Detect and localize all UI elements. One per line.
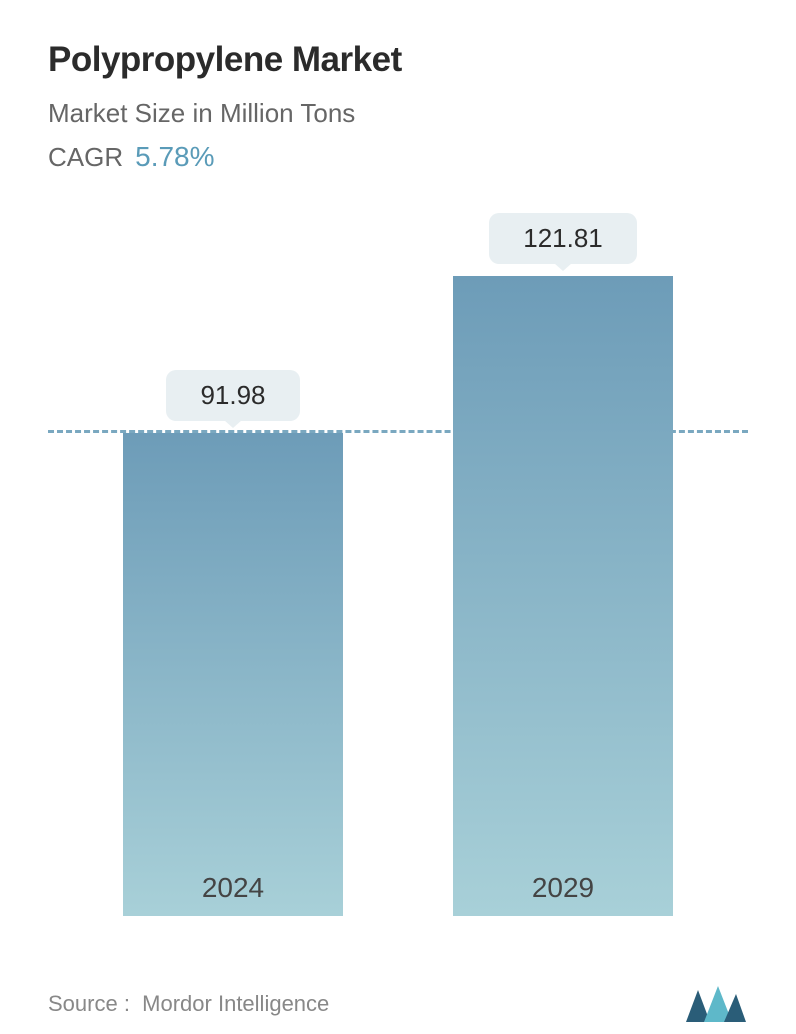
- chart-title: Polypropylene Market: [48, 40, 748, 80]
- source-text: Source : Mordor Intelligence: [48, 991, 329, 1017]
- cagr-label: CAGR: [48, 142, 123, 173]
- year-label-0: 2024: [202, 872, 264, 904]
- year-label-1: 2029: [532, 872, 594, 904]
- bar-group-1: 121.81 2029: [453, 213, 673, 916]
- source-label: Source :: [48, 991, 130, 1016]
- chart-subtitle: Market Size in Million Tons: [48, 98, 748, 129]
- cagr-value: 5.78%: [135, 141, 214, 173]
- value-pill-1: 121.81: [489, 213, 637, 264]
- bar-group-0: 91.98 2024: [123, 370, 343, 916]
- mordor-logo-icon: [684, 984, 748, 1024]
- footer: Source : Mordor Intelligence: [48, 976, 748, 1024]
- source-name: Mordor Intelligence: [142, 991, 329, 1016]
- bar-0: [123, 433, 343, 916]
- chart-area: 91.98 2024 121.81 2029: [48, 213, 748, 976]
- chart-container: Polypropylene Market Market Size in Mill…: [0, 0, 796, 1034]
- cagr-row: CAGR 5.78%: [48, 141, 748, 173]
- bar-1: [453, 276, 673, 916]
- value-pill-0: 91.98: [166, 370, 299, 421]
